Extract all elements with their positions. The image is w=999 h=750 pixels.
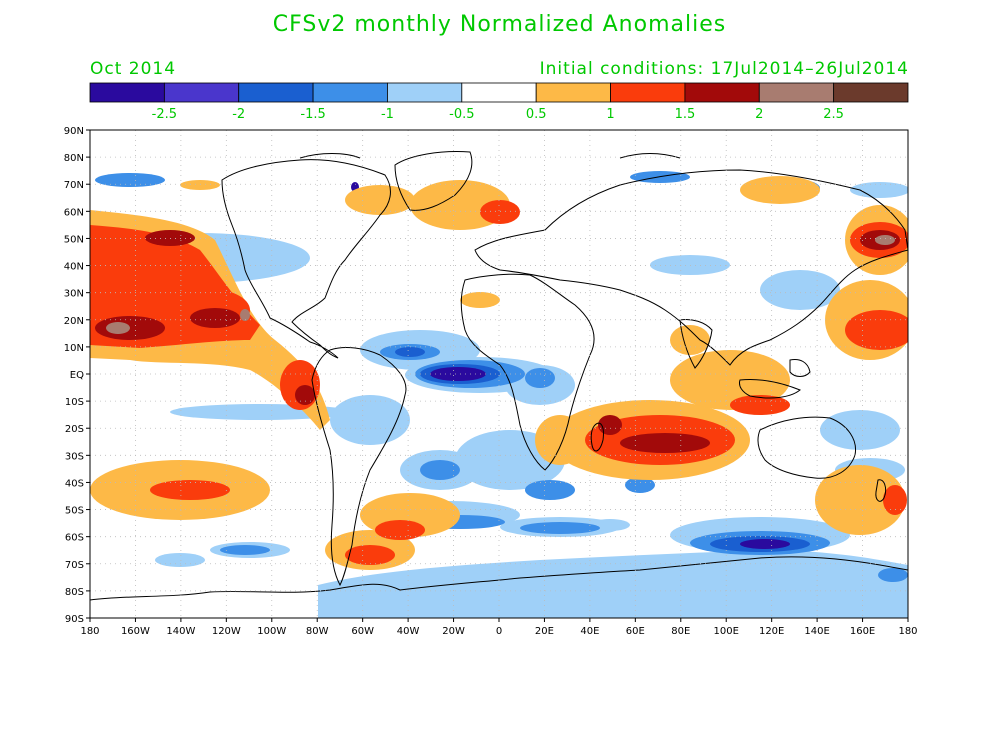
lon-tick-label: 20E [535,626,554,637]
lat-tick-label: 30S [65,451,84,462]
color-bar-label: 2 [755,107,763,122]
color-bar-label: -1.5 [300,107,325,122]
anomaly-shade-neg-2.5 [351,182,790,549]
lat-tick-label: 60S [65,533,84,544]
color-bar-label: -2.5 [152,107,177,122]
lat-tick-label: 90N [64,126,84,137]
lon-tick-label: 140W [166,626,195,637]
lat-tick-label: 80N [64,153,84,164]
valid-month: Oct 2014 [90,59,177,79]
anomaly-field [90,171,908,618]
lat-tick-label: 20S [65,424,84,435]
lat-tick-label: 40S [65,478,84,489]
lon-tick-label: 40W [397,626,420,637]
color-bar-label: 0.5 [526,107,547,122]
lon-tick-label: 180 [898,626,917,637]
lat-tick-label: 60N [64,207,84,218]
lon-tick-label: 80E [671,626,690,637]
color-bar-swatch [238,82,314,103]
lat-tick-label: 40N [64,262,84,273]
lon-tick-label: 60E [626,626,645,637]
coastlines [90,151,908,601]
color-bar-swatch [387,82,463,103]
map-title: CFSv2 monthly Normalized Anomalies [272,12,727,37]
color-bar-label: 2.5 [823,107,844,122]
lon-tick-label: 160E [850,626,875,637]
lon-tick-label: 80W [306,626,329,637]
color-bar [89,82,909,103]
color-bar-swatch [535,82,611,103]
lat-tick-label: 10S [65,397,84,408]
lat-tick-label: 20N [64,316,84,327]
color-bar-label: -2 [232,107,245,122]
anomaly-shade-pos-2 [106,235,895,334]
color-bar-swatch [89,82,165,103]
lon-tick-label: 100W [257,626,286,637]
lat-tick-label: 10N [64,343,84,354]
color-bar-label: 1 [606,107,614,122]
color-bar-label: 1.5 [675,107,696,122]
lat-tick-label: 90S [65,614,84,625]
lat-tick-label: 70N [64,180,84,191]
color-bar-swatch [758,82,835,103]
color-bar-labels: -2.5 -2 -1.5 -1 -0.5 0.5 1 1.5 2 2.5 [152,107,844,122]
lon-tick-label: 40E [580,626,599,637]
color-bar-swatch [312,82,388,103]
lon-tick-label: 180 [80,626,99,637]
latitude-axis: 90N 80N 70N 60N 50N 40N 30N 20N 10N EQ 10S 20S 30S 40… [64,126,90,625]
initial-conditions: Initial conditions: 17Jul2014–26Jul2014 [539,59,909,79]
lat-tick-label: 50N [64,234,84,245]
color-bar-swatch [610,82,686,103]
lat-tick-label: EQ [70,370,84,381]
color-bar-label: -1 [381,107,394,122]
color-bar-swatch [684,82,760,103]
lon-tick-label: 120E [759,626,784,637]
lon-tick-label: 120W [212,626,241,637]
color-bar-label: -0.5 [449,107,474,122]
lon-tick-label: 140E [804,626,829,637]
lon-tick-label: 0 [496,626,502,637]
color-bar-swatch [833,82,909,103]
color-bar-swatch [163,82,240,103]
longitude-axis: 180 160W 140W 120W 100W 80W 60W 40W 20W 0 20E 40E 60… [80,618,918,637]
color-bar-swatch [461,82,537,103]
lon-tick-label: 20W [442,626,465,637]
lon-tick-label: 100E [714,626,739,637]
lat-tick-label: 70S [65,560,84,571]
lat-tick-label: 50S [65,506,84,517]
lat-tick-label: 80S [65,587,84,598]
lat-tick-label: 30N [64,289,84,300]
lon-tick-label: 60W [351,626,374,637]
lon-tick-label: 160W [121,626,150,637]
